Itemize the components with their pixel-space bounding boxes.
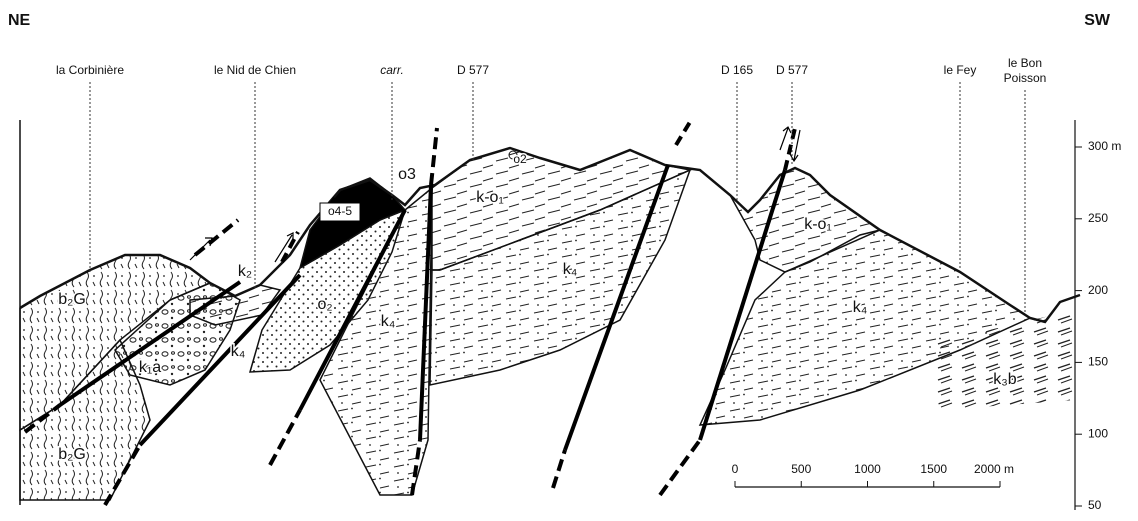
place-label: D 577: [776, 63, 808, 78]
place-label: D 577: [457, 63, 489, 78]
unit-label: o₂: [317, 296, 332, 313]
place-label: le Fey: [944, 63, 977, 78]
section-drawing: b₂G b₂G k₂ k₁a k₄ o₂ o4-5 o3 o2 k-o₁ k₄ k₄ k-o₁ k₄ k₃b…: [0, 0, 1138, 521]
scale-label: 0: [732, 462, 739, 476]
place-label: le Nid de Chien: [214, 63, 296, 78]
scale-label: 1500: [920, 462, 947, 476]
elevation-label: 150: [1088, 355, 1108, 369]
place-label: le Bon Poisson: [999, 56, 1051, 86]
unit-label: b₂G: [58, 446, 86, 463]
place-label: la Corbinière: [56, 63, 124, 78]
elevation-label: 300 m: [1088, 139, 1121, 153]
unit-label: k₁a: [139, 359, 161, 376]
unit-label: k₄: [563, 261, 578, 278]
unit-label: k₄: [381, 313, 396, 330]
unit-label: k₄: [853, 299, 868, 316]
place-label: carr.: [380, 63, 404, 78]
scale-label: 1000: [854, 462, 881, 476]
scale-label: 2000 m: [974, 462, 1014, 476]
unit-label: b₂G: [58, 291, 86, 308]
unit-label: k₃b: [993, 371, 1017, 388]
place-label: D 165: [721, 63, 753, 78]
unit-label: o2: [513, 152, 527, 166]
scale-label: 500: [791, 462, 811, 476]
unit-label: k₂: [238, 263, 252, 280]
unit-label: k-o₁: [804, 216, 832, 233]
unit-label: k₄: [231, 343, 246, 360]
unit-label: o4-5: [328, 204, 352, 218]
elevation-label: 50: [1088, 498, 1102, 512]
cross-section: b₂G b₂G k₂ k₁a k₄ o₂ o4-5 o3 o2 k-o₁ k₄ k₄ k-o₁ k₄ k₃b…: [0, 0, 1138, 521]
elevation-label: 100: [1088, 426, 1108, 440]
orientation-right: SW: [1084, 12, 1110, 30]
elevation-label: 200: [1088, 283, 1108, 297]
unit-label: o3: [398, 166, 416, 183]
elevation-label: 250: [1088, 211, 1108, 225]
unit-label: k-o₁: [476, 189, 504, 206]
orientation-left: NE: [8, 12, 30, 30]
